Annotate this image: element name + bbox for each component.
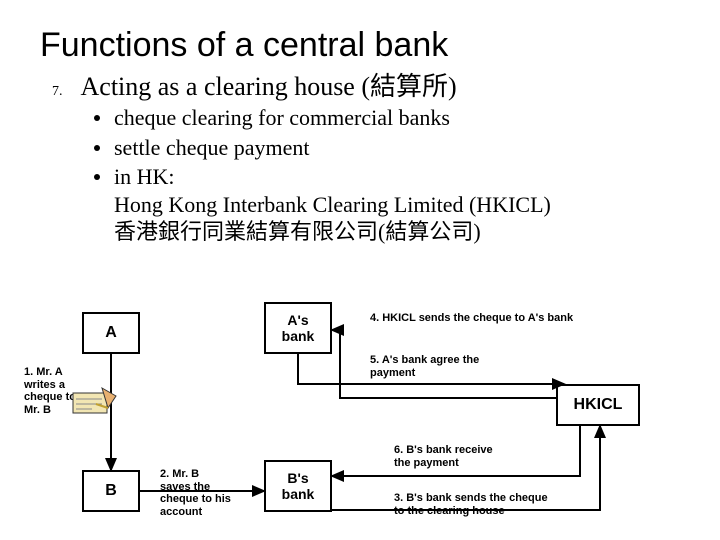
box-abank: A's bank [264, 302, 332, 354]
flow-diagram: A B A's bank B's bank HKICL 1. Mr. A writes a… [0, 300, 720, 540]
bullet-dot-icon [94, 115, 100, 121]
box-bbank: B's bank [264, 460, 332, 512]
bullet-item: settle cheque payment [94, 134, 551, 162]
cheque-icon [72, 386, 112, 410]
note-n5: 5. A's bank agree the payment [370, 354, 479, 379]
bullet-text: in HK: Hong Kong Interbank Clearing Limi… [114, 163, 551, 246]
bullet-dot-icon [94, 174, 100, 180]
bullet-list: cheque clearing for commercial bankssett… [94, 104, 551, 248]
bullet-text: settle cheque payment [114, 134, 309, 162]
bullet-item: in HK: Hong Kong Interbank Clearing Limi… [94, 163, 551, 246]
bullet-text: cheque clearing for commercial banks [114, 104, 450, 132]
bullet-dot-icon [94, 145, 100, 151]
note-n1: 1. Mr. A writes a cheque to Mr. B [24, 366, 76, 417]
box-hkicl: HKICL [556, 384, 640, 426]
note-n2: 2. Mr. B saves the cheque to his account [160, 468, 231, 519]
box-b: B [82, 470, 140, 512]
list-number: 7. [52, 84, 63, 100]
subtitle-text: Acting as a clearing house (結算所) [81, 66, 457, 103]
bullet-item: cheque clearing for commercial banks [94, 104, 551, 132]
note-n6: 6. B's bank receive the payment [394, 444, 493, 469]
subtitle-row: 7. Acting as a clearing house (結算所) [52, 66, 457, 103]
note-n4: 4. HKICL sends the cheque to A's bank [370, 312, 573, 325]
slide-title: Functions of a central bank [40, 26, 448, 65]
note-n3: 3. B's bank sends the cheque to the clea… [394, 492, 548, 517]
box-a: A [82, 312, 140, 354]
